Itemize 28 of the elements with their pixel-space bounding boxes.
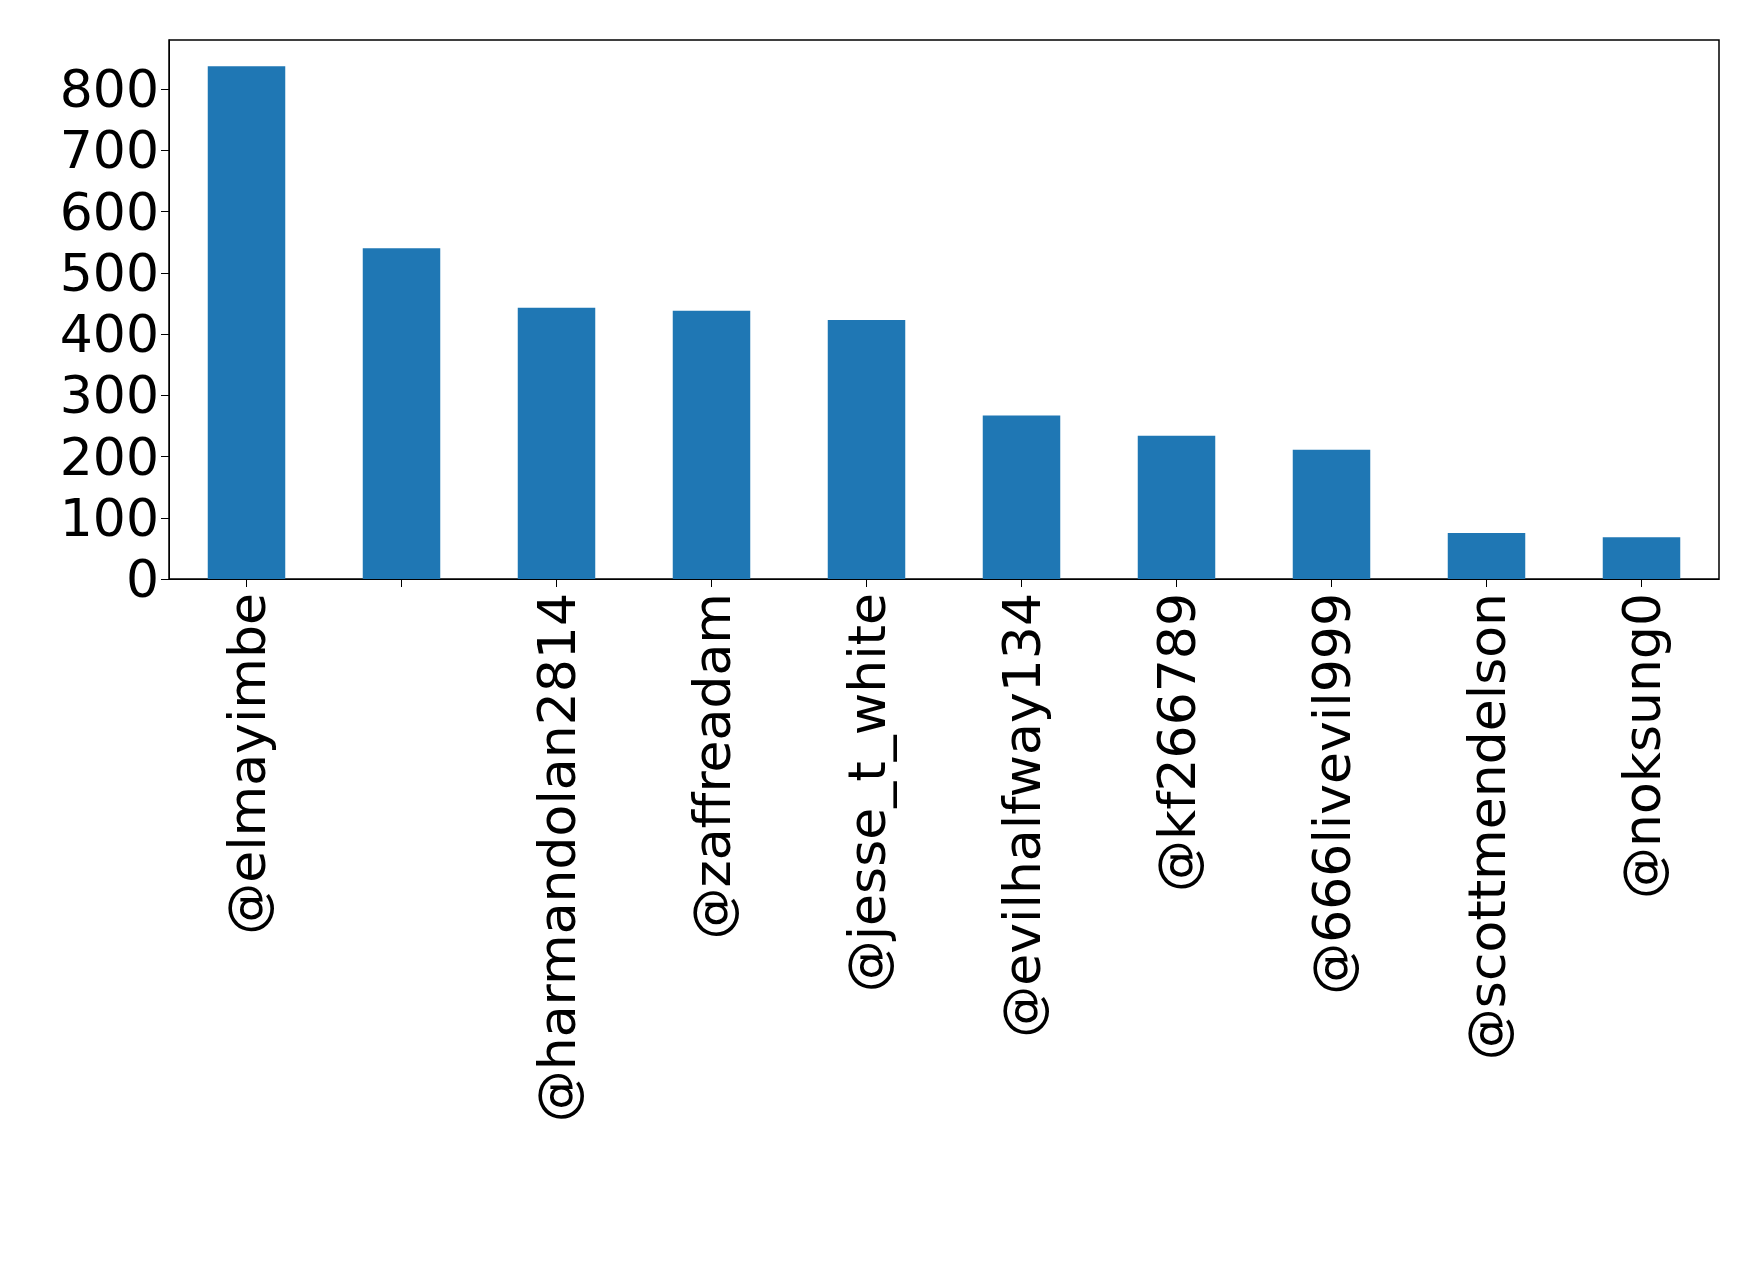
x-tick-label: @elmayimbe <box>216 593 277 935</box>
y-tick-label: 800 <box>59 59 159 119</box>
bar <box>1447 533 1526 579</box>
bar <box>517 307 596 579</box>
bar <box>1602 537 1681 579</box>
x-tick-label: @666livevil999 <box>1301 593 1362 995</box>
x-tick-label: @harmandolan2814 <box>526 593 587 1123</box>
y-tick-label: 600 <box>59 181 159 242</box>
x-tick-label: @jesse_t_white <box>836 593 897 993</box>
x-tick-label: @evilhalfway134 <box>991 593 1052 1038</box>
x-tick-label: @scottmendelson <box>1456 593 1517 1061</box>
x-tick-label: @noksung0 <box>1611 593 1672 899</box>
bar <box>1137 435 1216 579</box>
y-tick-label: 100 <box>59 487 159 548</box>
y-tick-label: 400 <box>59 304 159 364</box>
bar <box>362 248 441 579</box>
bar <box>982 415 1061 579</box>
y-tick-label: 500 <box>59 242 159 303</box>
x-tick-label: @kf266789 <box>1146 593 1207 892</box>
y-tick-label: 0 <box>125 549 159 609</box>
bar <box>207 66 286 579</box>
y-tick-label: 700 <box>59 120 159 181</box>
bar <box>827 319 906 579</box>
bar <box>1292 449 1371 579</box>
x-tick-label: @zaffreadam <box>681 593 742 940</box>
y-tick-label: 200 <box>59 426 159 487</box>
bar <box>672 310 751 579</box>
y-tick-label: 300 <box>59 365 159 426</box>
